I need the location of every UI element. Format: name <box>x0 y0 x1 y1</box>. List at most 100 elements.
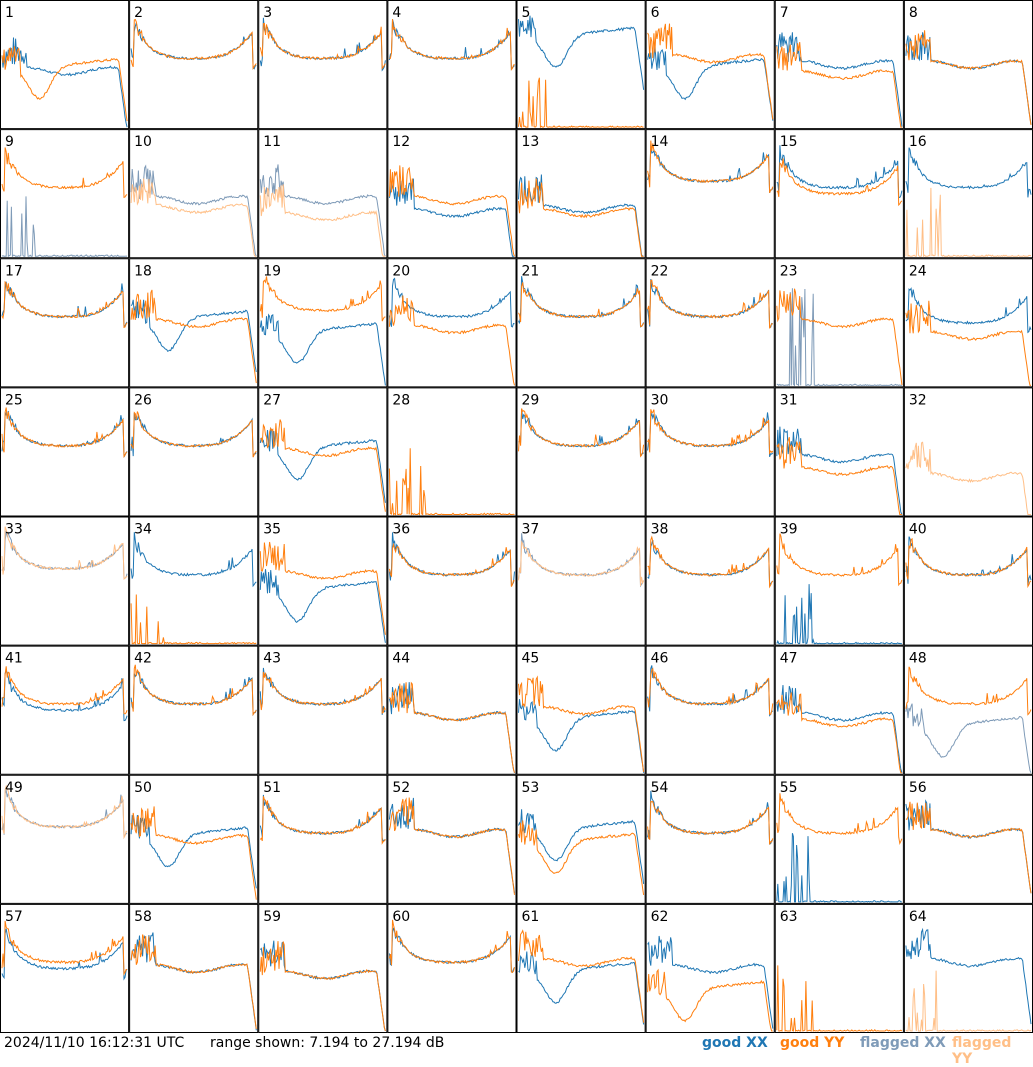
panel-frame <box>903 129 1033 259</box>
panel-3: 3 <box>258 0 388 130</box>
panel-label: 56 <box>909 780 927 796</box>
timestamp: 2024/11/10 16:12:31 UTC <box>4 1035 185 1051</box>
panel-label: 46 <box>651 651 669 667</box>
panel-frame <box>0 516 130 646</box>
series-xx-35 <box>259 569 386 643</box>
panel-label: 3 <box>263 5 272 21</box>
series-xx-18 <box>130 299 257 373</box>
panel-label: 53 <box>522 780 540 796</box>
panel-label: 36 <box>392 522 410 538</box>
panel-label: 27 <box>263 392 281 408</box>
series-yy-5 <box>518 77 644 129</box>
series-yy-10 <box>130 178 257 257</box>
series-yy-48 <box>905 666 1032 716</box>
panel-label: 61 <box>522 909 540 925</box>
panel-37: 37 <box>516 516 646 646</box>
panel-2: 2 <box>129 0 259 130</box>
series-yy-24 <box>905 300 1031 386</box>
panel-frame <box>387 645 517 775</box>
panel-51: 51 <box>258 774 388 904</box>
panel-25: 25 <box>0 387 130 517</box>
series-yy-57 <box>1 920 128 976</box>
panel-label: 64 <box>909 909 927 925</box>
series-yy-50 <box>130 806 257 900</box>
panel-12: 12 <box>387 129 517 259</box>
panel-frame <box>903 0 1033 130</box>
panel-label: 24 <box>909 263 927 279</box>
series-xx-27 <box>259 427 386 503</box>
series-yy-53 <box>518 820 645 895</box>
panel-53: 53 <box>516 774 646 904</box>
panel-31: 31 <box>774 387 904 517</box>
panel-label: 33 <box>5 522 23 538</box>
panel-label: 39 <box>780 522 798 538</box>
panel-57: 57 <box>0 903 130 1033</box>
panel-label: 8 <box>909 5 918 21</box>
panel-label: 40 <box>909 522 927 538</box>
series-xx-10 <box>130 164 257 257</box>
series-yy-64 <box>905 970 1032 1032</box>
panel-frame <box>0 258 130 388</box>
series-xx-16 <box>905 147 1032 198</box>
panel-frame <box>645 516 775 646</box>
panel-1: 1 <box>0 0 130 130</box>
series-yy-6 <box>647 23 774 120</box>
series-yy-60 <box>388 919 515 974</box>
panel-label: 50 <box>134 780 152 796</box>
panel-41: 41 <box>0 645 130 775</box>
panel-label: 14 <box>651 134 669 150</box>
series-yy-37 <box>518 540 645 587</box>
panel-frame <box>774 0 904 130</box>
panel-64: 64 <box>903 903 1033 1033</box>
series-yy-8 <box>905 30 1032 125</box>
panel-frame <box>258 774 388 904</box>
series-yy-59 <box>259 941 386 1032</box>
series-yy-19 <box>259 276 386 322</box>
legend-good-xx: good XX <box>702 1035 768 1051</box>
panel-label: 10 <box>134 134 152 150</box>
series-xx-7 <box>776 32 903 127</box>
panel-55: 55 <box>774 774 904 904</box>
panel-label: 6 <box>651 5 660 21</box>
series-yy-58 <box>130 934 257 1030</box>
panel-52: 52 <box>387 774 517 904</box>
panel-frame <box>516 645 646 775</box>
panel-30: 30 <box>645 387 775 517</box>
series-yy-12 <box>388 165 515 257</box>
series-xx-52 <box>388 797 515 893</box>
panel-label: 18 <box>134 263 152 279</box>
panel-label: 31 <box>780 392 798 408</box>
series-yy-34 <box>130 594 257 645</box>
panel-13: 13 <box>516 129 646 259</box>
series-xx-39 <box>776 584 902 645</box>
panel-frame <box>129 774 259 904</box>
panel-5: 5 <box>516 0 646 130</box>
panel-label: 48 <box>909 651 927 667</box>
panel-frame <box>387 903 517 1033</box>
panel-label: 60 <box>392 909 410 925</box>
series-yy-7 <box>776 42 902 128</box>
series-yy-2 <box>130 18 257 71</box>
series-yy-13 <box>518 178 644 257</box>
series-yy-27 <box>260 419 386 512</box>
series-xx-56 <box>905 799 1032 894</box>
panel-40: 40 <box>903 516 1033 646</box>
panel-8: 8 <box>903 0 1033 130</box>
panel-label: 1 <box>5 5 14 21</box>
panel-frame <box>645 0 775 130</box>
panel-label: 38 <box>651 522 669 538</box>
panel-label: 29 <box>522 392 540 408</box>
panel-frame <box>258 645 388 775</box>
panel-frame <box>0 129 130 259</box>
panel-label: 35 <box>263 522 281 538</box>
series-yy-54 <box>647 800 774 845</box>
panel-frame <box>129 645 259 775</box>
series-yy-51 <box>259 796 386 845</box>
panel-35: 35 <box>258 516 388 646</box>
spectra-grid: 1 2 3 4 5 6 7 8 9 10 11 12 13 14 15 16 17 18 19 20 21 22 23 24 2… <box>0 0 1033 1033</box>
panel-frame <box>258 387 388 517</box>
series-yy-25 <box>1 407 128 459</box>
series-xx-15 <box>776 145 903 199</box>
panel-label: 37 <box>522 522 540 538</box>
panel-60: 60 <box>387 903 517 1033</box>
